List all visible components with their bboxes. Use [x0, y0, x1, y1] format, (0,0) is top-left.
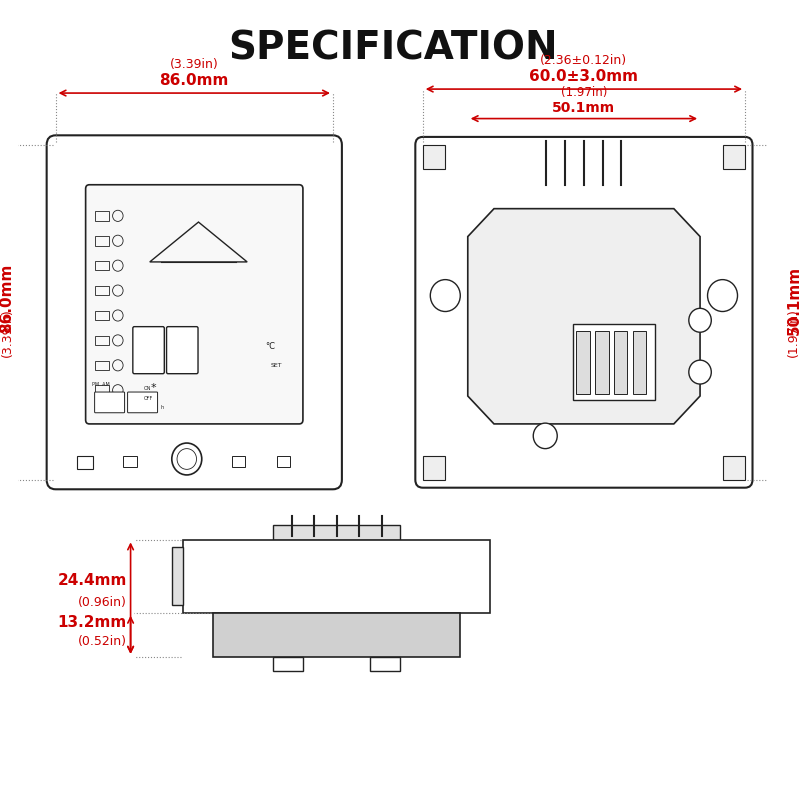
Circle shape	[689, 308, 711, 332]
Bar	[95, 361, 109, 370]
Bar	[614, 330, 627, 394]
FancyBboxPatch shape	[415, 137, 753, 488]
Text: (0.96in): (0.96in)	[78, 595, 127, 609]
Text: (3.39in): (3.39in)	[170, 58, 218, 70]
Bar	[95, 336, 109, 345]
FancyBboxPatch shape	[46, 135, 342, 490]
Text: SET: SET	[270, 363, 282, 368]
Bar	[273, 525, 400, 539]
Bar	[123, 456, 137, 467]
Text: (2.36±0.12in): (2.36±0.12in)	[540, 54, 627, 66]
Bar	[213, 613, 460, 657]
Text: OFF: OFF	[143, 396, 153, 401]
Text: SPECIFICATION: SPECIFICATION	[228, 30, 558, 67]
Text: (1.97in): (1.97in)	[561, 86, 607, 98]
Text: h: h	[161, 405, 164, 410]
Text: 86.0mm: 86.0mm	[159, 74, 229, 88]
Circle shape	[534, 423, 558, 449]
Bar	[722, 456, 745, 480]
Text: ON: ON	[143, 386, 151, 390]
Polygon shape	[468, 209, 700, 424]
Text: 24.4mm: 24.4mm	[58, 573, 127, 588]
Text: 60.0±3.0mm: 60.0±3.0mm	[530, 70, 638, 84]
Circle shape	[707, 280, 738, 311]
Text: (0.52in): (0.52in)	[78, 634, 127, 648]
Bar	[633, 330, 646, 394]
Text: PM  AM: PM AM	[92, 382, 110, 387]
Bar	[183, 539, 490, 613]
Bar	[423, 145, 446, 169]
Bar	[370, 657, 400, 671]
Bar	[95, 211, 109, 221]
Bar	[95, 236, 109, 246]
Bar	[172, 547, 183, 605]
FancyBboxPatch shape	[127, 392, 158, 413]
Bar	[95, 286, 109, 295]
Text: (3.39in): (3.39in)	[1, 308, 14, 357]
Bar	[95, 386, 109, 395]
Bar	[722, 145, 745, 169]
FancyBboxPatch shape	[86, 185, 303, 424]
Text: (1.97in): (1.97in)	[787, 308, 800, 357]
Bar	[77, 456, 93, 469]
Bar	[277, 456, 290, 467]
Text: 86.0mm: 86.0mm	[0, 263, 14, 333]
FancyBboxPatch shape	[94, 392, 125, 413]
Text: °C: °C	[266, 342, 275, 351]
FancyBboxPatch shape	[166, 326, 198, 374]
Text: 50.1mm: 50.1mm	[552, 101, 615, 114]
Bar	[95, 261, 109, 270]
Bar	[273, 657, 303, 671]
Text: 50.1mm: 50.1mm	[787, 266, 800, 335]
Text: *: *	[150, 383, 156, 393]
Circle shape	[177, 449, 197, 470]
Text: 13.2mm: 13.2mm	[58, 615, 127, 630]
Bar	[423, 456, 446, 480]
Bar	[577, 330, 590, 394]
FancyBboxPatch shape	[133, 326, 164, 374]
Bar	[95, 310, 109, 320]
Bar	[595, 330, 609, 394]
Bar	[232, 456, 246, 467]
Circle shape	[430, 280, 460, 311]
Circle shape	[172, 443, 202, 475]
Circle shape	[689, 360, 711, 384]
Bar	[573, 324, 655, 400]
